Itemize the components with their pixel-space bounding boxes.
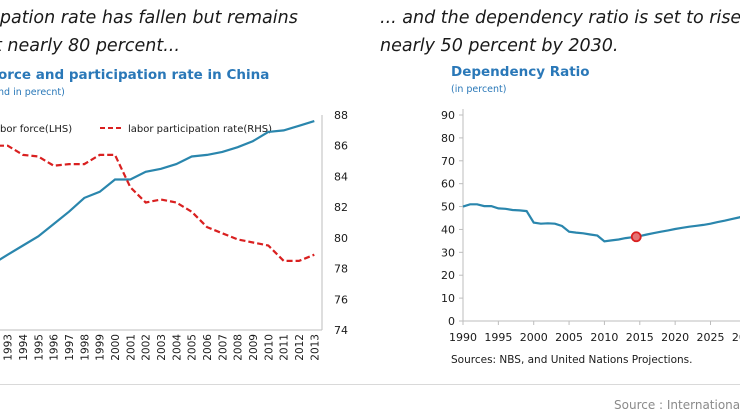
right-y-tick-label: 80: [441, 132, 455, 145]
left-legend-label-rhs: labor participation rate(RHS): [128, 124, 272, 135]
right-chart-subtitle: (in percent): [451, 84, 507, 95]
right-y-tick-label: 50: [441, 201, 455, 214]
left-x-tick-label: 2010: [263, 334, 275, 361]
left-y-tick-label: 76: [334, 293, 348, 306]
left-x-tick-label: 2011: [279, 334, 291, 361]
left-x-tick-label: 2001: [125, 334, 137, 361]
right-x-tick-label: 1990: [449, 331, 477, 344]
left-y-tick-label: 82: [334, 201, 348, 214]
footer-divider: [0, 384, 740, 385]
left-x-tick-label: 2004: [171, 334, 183, 361]
right-y-tick-label: 40: [441, 223, 455, 236]
left-x-tick-label: 2003: [156, 334, 168, 361]
left-x-tick-label: 2013: [309, 334, 321, 361]
left-y-tick-label: 80: [334, 232, 348, 245]
left-chart-subtitle: nd in perecnt): [0, 87, 65, 98]
right-y-tick-label: 60: [441, 178, 455, 191]
left-x-tick-label: 1994: [18, 334, 30, 361]
left-x-tick-label: 2012: [294, 334, 306, 361]
right-y-tick-label: 70: [441, 155, 455, 168]
left-x-tick-label: 2002: [141, 334, 153, 361]
right-x-tick-label: 1995: [484, 331, 512, 344]
left-y-tick-label: 88: [334, 109, 348, 122]
left-y-tick-label: 84: [334, 170, 348, 183]
left-x-tick-label: 1993: [3, 334, 15, 361]
left-x-tick-label: 2008: [233, 334, 245, 361]
left-x-tick-label: 1997: [64, 334, 76, 361]
right-caption-line1: ... and the dependency ratio is set to r…: [380, 8, 740, 28]
right-x-tick-label: 2005: [555, 331, 583, 344]
footer-source: Source : International: [614, 398, 740, 412]
right-x-tick-label: 2015: [626, 331, 654, 344]
left-x-tick-label: 2009: [248, 334, 260, 361]
left-y-tick-label: 78: [334, 263, 348, 276]
left-x-tick-label: 2006: [202, 334, 214, 361]
right-x-tick-label: 2010: [590, 331, 618, 344]
left-legend-label-lhs: bor force(LHS): [0, 124, 72, 135]
right-y-tick-label: 90: [441, 109, 455, 122]
right-x-tick-label: 2030: [732, 331, 740, 344]
left-x-tick-label: 2000: [110, 334, 122, 361]
right-x-tick-label: 2025: [697, 331, 725, 344]
right-chart-title: Dependency Ratio: [451, 64, 590, 80]
right-caption-line2: nearly 50 percent by 2030.: [380, 36, 619, 56]
left-y-tick-label: 74: [334, 324, 348, 337]
left-series-participation-line: [0, 144, 315, 262]
left-x-tick-label: 1995: [33, 334, 45, 361]
right-y-tick-label: 10: [441, 292, 455, 305]
right-chart-sources: Sources: NBS, and United Nations Project…: [451, 354, 693, 366]
right-x-tick-label: 2020: [661, 331, 689, 344]
left-x-tick-label: 1998: [79, 334, 91, 361]
left-x-tick-label: 1996: [49, 334, 61, 361]
left-x-tick-label: 2005: [187, 334, 199, 361]
left-caption-line2: t nearly 80 percent...: [0, 36, 180, 56]
right-y-tick-label: 0: [448, 315, 455, 328]
right-y-tick-label: 20: [441, 269, 455, 282]
left-series-labor-force-line: [0, 120, 315, 261]
right-y-tick-label: 30: [441, 246, 455, 259]
left-x-tick-label: 2007: [217, 334, 229, 361]
right-highlight-marker: [630, 231, 642, 243]
left-chart-title: orce and participation rate in China: [0, 67, 270, 83]
left-y-tick-label: 86: [334, 140, 348, 153]
right-series-dependency-line: [462, 203, 740, 243]
right-x-tick-label: 2000: [520, 331, 548, 344]
left-caption-line1: ipation rate has fallen but remains: [0, 8, 298, 28]
left-x-tick-label: 1999: [95, 334, 107, 361]
